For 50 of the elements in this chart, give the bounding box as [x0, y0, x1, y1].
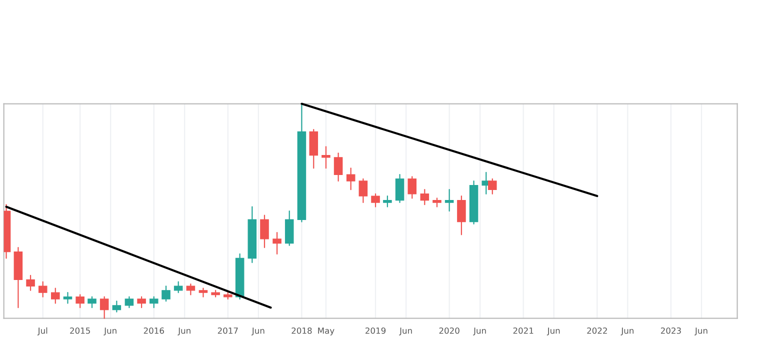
x-tick-label: Jun [546, 328, 560, 336]
candlestick [26, 274, 35, 291]
candlestick [162, 286, 170, 302]
candlestick [100, 296, 109, 319]
candlestick [38, 281, 48, 298]
candlestick [112, 300, 122, 312]
candlestick [383, 195, 392, 208]
candlestick [488, 178, 497, 194]
x-tick-label: Jun [178, 328, 190, 336]
candlestick [63, 292, 72, 304]
candlestick [346, 168, 356, 190]
x-tick-label: 2022 [587, 327, 607, 334]
candlestick [149, 296, 158, 308]
candlestick [444, 189, 454, 212]
candlestick [457, 195, 466, 236]
x-tick-label: 2016 [144, 327, 164, 334]
x-tick-label: 2019 [366, 327, 386, 334]
candlestick [309, 128, 318, 169]
candlestick [51, 288, 60, 304]
x-tick-label: 2023 [660, 327, 681, 334]
x-tick-label: Jun [104, 328, 116, 336]
x-tick-label: 2015 [70, 327, 90, 334]
candlestick [358, 178, 368, 204]
x-tick-label: Jul [37, 327, 48, 336]
candlestick [272, 232, 282, 255]
x-tick-label: 2020 [439, 327, 460, 334]
x-tick-label: 2018 [292, 327, 312, 334]
x-tick-label: 2021 [513, 327, 534, 334]
candlestick [137, 296, 146, 308]
candlestick [371, 193, 380, 208]
x-tick-label: Jun [694, 328, 708, 336]
candlestick [88, 296, 96, 308]
x-tick-label: Jun [399, 328, 412, 336]
x-tick-label: Jun [620, 328, 634, 336]
candlestick [76, 294, 84, 308]
x-tick-label: 2017 [218, 327, 238, 334]
candlestick [334, 152, 343, 182]
candlestick [395, 174, 404, 204]
x-tick-label: Jun [473, 328, 486, 336]
candlestick [420, 189, 430, 206]
candlestick [174, 281, 183, 294]
candlestick [198, 288, 208, 298]
candlestick [124, 296, 134, 308]
candlestick [186, 283, 196, 296]
x-tick-label: Jun [251, 328, 264, 336]
x-tick-label: May [318, 328, 334, 336]
candlestick [408, 176, 417, 199]
candlestick [322, 146, 330, 169]
candlestick [284, 210, 294, 246]
candlestick [260, 214, 269, 248]
